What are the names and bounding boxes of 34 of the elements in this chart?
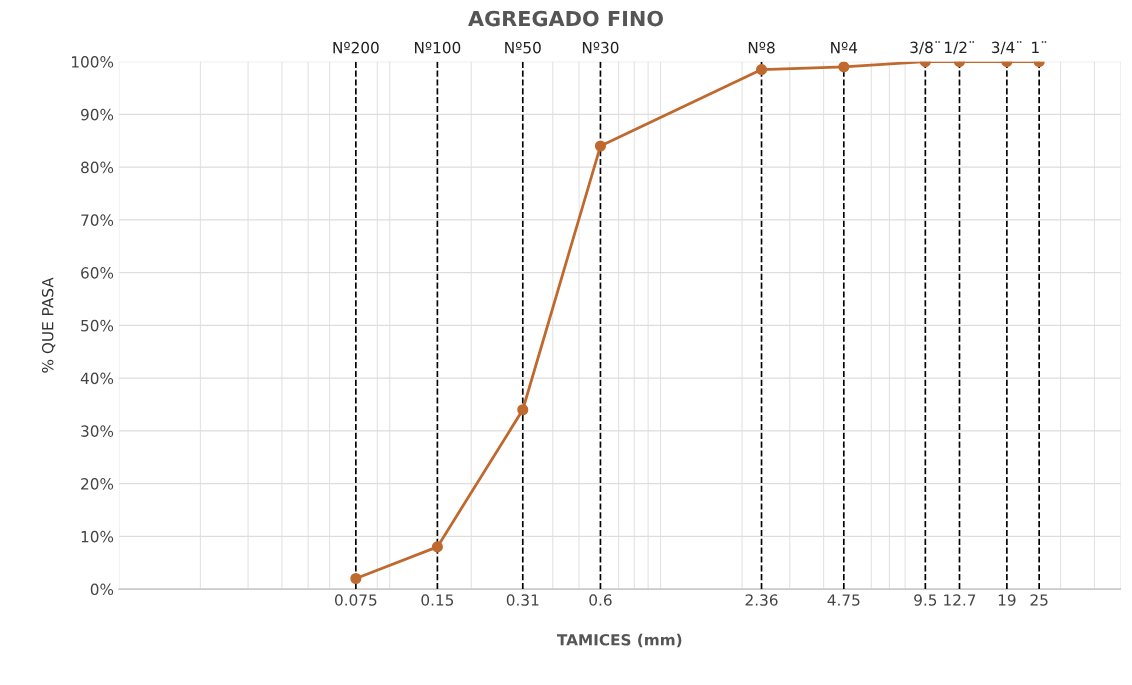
x-tick-label: 9.5 <box>914 594 937 606</box>
x-tick-label: 0.6 <box>589 594 612 606</box>
annotation: 1/2¨ <box>945 41 974 55</box>
y-tick-label: 100% <box>72 56 114 68</box>
y-tick-label: 10% <box>81 530 114 543</box>
annotation: 1¨ <box>1032 41 1047 53</box>
y-tick-label: 20% <box>81 478 114 490</box>
x-axis-title: TAMICES (mm) <box>556 633 682 648</box>
annotation: 3/4¨ <box>991 41 1022 55</box>
y-tick-label: 90% <box>81 108 114 121</box>
x-tick-label: 25 <box>1030 594 1048 606</box>
y-tick-label: 30% <box>81 425 114 437</box>
y-tick-label: 70% <box>81 214 114 226</box>
y-axis-title: % QUE PASA <box>41 277 56 373</box>
y-tick-label: 60% <box>81 267 114 279</box>
y-tick-label: 0% <box>90 583 114 596</box>
ref-line-label: Nº4 <box>831 41 858 54</box>
x-tick-label: 0.15 <box>421 594 454 606</box>
y-tick-label: 80% <box>81 161 114 174</box>
x-tick-label: 12.7 <box>944 594 976 606</box>
ref-line-label: Nº100 <box>414 41 461 54</box>
x-tick-label: 0.31 <box>506 594 539 606</box>
chart-title: AGREGADO FINO <box>468 10 664 27</box>
x-tick-label: 19 <box>998 594 1016 606</box>
x-tick-label: 4.75 <box>827 594 860 606</box>
y-tick-label: 50% <box>81 319 114 332</box>
x-tick-label: 0.075 <box>335 594 377 606</box>
x-tick-label: 2.36 <box>745 594 778 606</box>
annotation: 3/8¨ <box>910 41 940 55</box>
y-tick-label: 40% <box>80 372 114 385</box>
ref-line-label: Nº200 <box>333 41 379 54</box>
ref-line-label: Nº8 <box>748 41 775 54</box>
ref-line-label: Nº50 <box>505 41 541 54</box>
ref-line-label: Nº30 <box>582 41 619 54</box>
